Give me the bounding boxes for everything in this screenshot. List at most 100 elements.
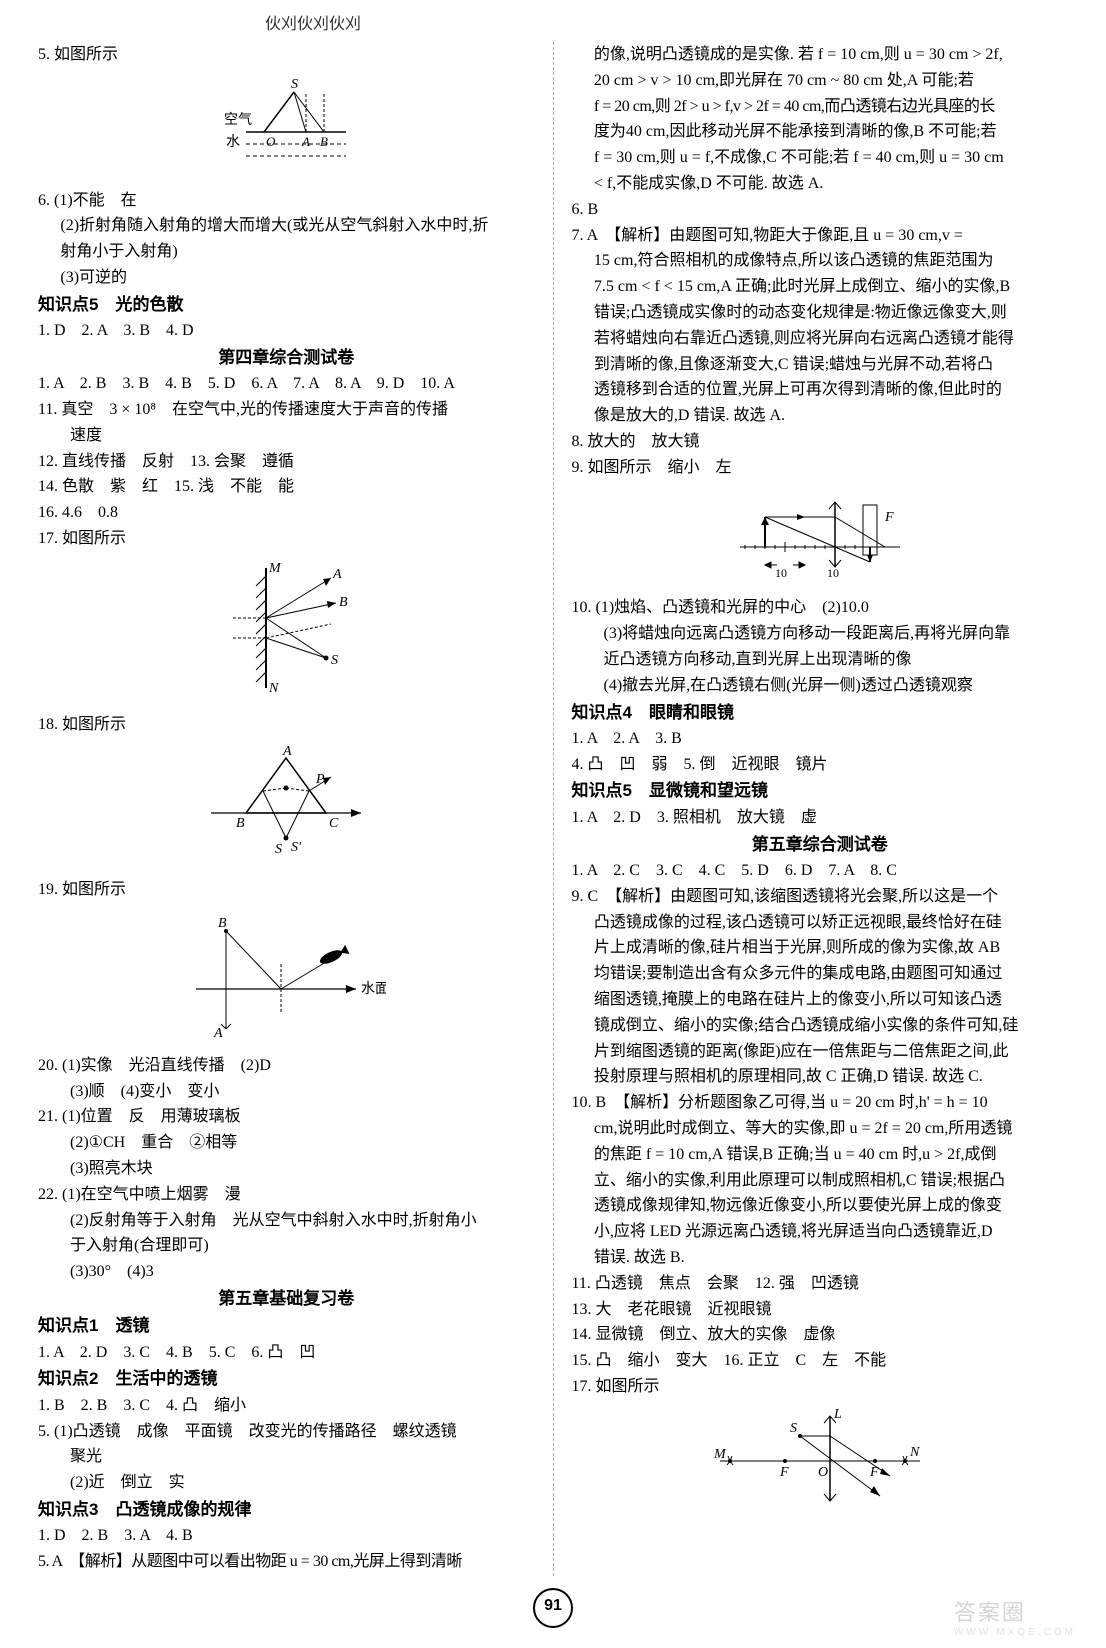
watermark: 答案圈 WWW.MXQE.COM (954, 1595, 1076, 1638)
text-line: 10. (1)烛焰、凸透镜和光屏的中心 (2)10.0 (572, 596, 1069, 621)
label-b: B (339, 595, 348, 610)
text-line: 7.5 cm < f < 15 cm,A 正确;此时光屏上成倒立、缩小的实像,B (572, 275, 1069, 300)
text-line: 射角小于入射角) (38, 240, 535, 265)
text-line: 9. 如图所示 缩小 左 (572, 456, 1069, 481)
text-line: 18. 如图所示 (38, 713, 535, 738)
text-line: 8. 放大的 放大镜 (572, 430, 1069, 455)
text-line: 镜成倒立、缩小的实像;结合凸透镜成缩小实像的条件可知,硅 (572, 1014, 1069, 1039)
section-heading: 知识点5 光的色散 (38, 292, 535, 318)
text-line: 11. 真空 3 × 10⁸ 在空气中,光的传播速度大于声音的传播 (38, 398, 535, 423)
text-line: 14. 显微镜 倒立、放大的实像 虚像 (572, 1323, 1069, 1348)
watermark-main: 答案圈 (954, 1595, 1076, 1627)
text-line: 小,应将 LED 光源远离凸透镜,将光屏适当向凸透镜靠近,D (572, 1220, 1069, 1245)
chapter-heading: 第五章综合测试卷 (572, 832, 1069, 858)
text-line: (3)将蜡烛向远离凸透镜方向移动一段距离后,再将光屏向靠 (572, 622, 1069, 647)
text-line: 1. A 2. B 3. B 4. B 5. D 6. A 7. A 8. A … (38, 372, 535, 397)
text-line: 1. A 2. D 3. 照相机 放大镜 虚 (572, 806, 1069, 831)
left-column: 5. 如图所示 S 空气 水 O A B (30, 42, 554, 1576)
text-line: 1. D 2. A 3. B 4. D (38, 319, 535, 344)
section-heading: 知识点4 眼睛和眼镜 (572, 700, 1069, 726)
page-number: 91 (30, 1588, 1076, 1628)
text-line: 15 cm,符合照相机的成像特点,所以该凸透镜的焦距范围为 (572, 249, 1069, 274)
text-line: 1. A 2. D 3. C 4. B 5. C 6. 凸 凹 (38, 1341, 535, 1366)
figure-fish-refraction: 水面 B A (38, 909, 535, 1048)
text-line: (3)可逆的 (38, 266, 535, 291)
right-column: 的像,说明凸透镜成的是实像. 若 f = 10 cm,则 u = 30 cm >… (554, 42, 1077, 1576)
text-line: 9. C 【解析】由题图可知,该缩图透镜将光会聚,所以这是一个 (572, 885, 1069, 910)
text-line: 14. 色散 紫 红 15. 浅 不能 能 (38, 475, 535, 500)
text-line: 15. 凸 缩小 变大 16. 正立 C 左 不能 (572, 1349, 1069, 1374)
figure-triangle-prism: A B C S S' P (38, 743, 535, 872)
text-line: 透镜移到合适的位置,光屏上可再次得到清晰的像,但此时的 (572, 378, 1069, 403)
label-a: A (282, 744, 292, 759)
label-a: A (332, 567, 342, 582)
text-line: 立、缩小的实像,利用此原理可以制成照相机,C 错误;根据凸 (572, 1169, 1069, 1194)
figure-refraction-air-water: S 空气 水 O A B (38, 74, 535, 183)
text-line: 片到缩图透镜的距离(像距)应在一倍焦距与二倍焦距之间,此 (572, 1040, 1069, 1065)
chapter-heading: 第五章基础复习卷 (38, 1286, 535, 1312)
text-line: 12. 直线传播 反射 13. 会聚 遵循 (38, 450, 535, 475)
text-line: 度为40 cm,因此移动光屏不能承接到清晰的像,B 不可能;若 (572, 120, 1069, 145)
label-m: M (713, 1447, 727, 1462)
text-line: (2)反射角等于入射角 光从空气中斜射入水中时,折射角小 (38, 1209, 535, 1234)
text-line: 速度 (38, 424, 535, 449)
text-line: 21. (1)位置 反 用薄玻璃板 (38, 1105, 535, 1130)
label-10b: 10 (827, 566, 839, 580)
text-line: cm,说明此时成倒立、等大的实像,即 u = 2f = 20 cm,所用透镜 (572, 1117, 1069, 1142)
text-line: 缩图透镜,掩膜上的电路在硅片上的像变小,所以可知该凸透 (572, 988, 1069, 1013)
section-heading: 知识点1 透镜 (38, 1313, 535, 1339)
text-line: f = 20 cm,则 2f > u > f,v > 2f = 40 cm,而凸… (572, 95, 1069, 120)
label-b: B (236, 816, 245, 831)
text-line: 20. (1)实像 光沿直线传播 (2)D (38, 1054, 535, 1079)
label-sprime: S' (291, 840, 302, 855)
text-line: 1. A 2. A 3. B (572, 727, 1069, 752)
text-line: (2)近 倒立 实 (38, 1471, 535, 1496)
label-n: N (268, 681, 279, 696)
text-line: 投射原理与照相机的原理相同,故 C 正确,D 错误. 故选 C. (572, 1065, 1069, 1090)
text-line: 聚光 (38, 1445, 535, 1470)
label-b: B (320, 134, 328, 149)
label-o: O (818, 1465, 828, 1480)
text-line: (3)顺 (4)变小 变小 (38, 1080, 535, 1105)
text-line: 10. B 【解析】分析题图象乙可得,当 u = 20 cm 时,h' = h … (572, 1091, 1069, 1116)
label-s: S (275, 842, 282, 857)
label-water-surface: 水面 (361, 981, 386, 997)
text-line: 6. (1)不能 在 (38, 189, 535, 214)
text-line: 若将蜡烛向右靠近凸透镜,则应将光屏向右远离凸透镜才能得 (572, 327, 1069, 352)
text-line: (2)①CH 重合 ②相等 (38, 1131, 535, 1156)
label-b: B (218, 916, 227, 931)
text-line: 近凸透镜方向移动,直到光屏上出现清晰的像 (572, 648, 1069, 673)
figure-lens-mn: L M N F F O S (572, 1406, 1069, 1515)
label-s: S (291, 77, 298, 92)
text-line: < f,不能成实像,D 不可能. 故选 A. (572, 172, 1069, 197)
text-line: 均错误;要制造出含有众多元件的集成电路,由题图可知通过 (572, 962, 1069, 987)
text-line: 片上成清晰的像,硅片相当于光屏,则所成的像为实像,故 AB (572, 936, 1069, 961)
text-line: (2)折射角随入射角的增大而增大(或光从空气斜射入水中时,折 (38, 214, 535, 239)
text-line: f = 30 cm,则 u = f,不成像,C 不可能;若 f = 40 cm,… (572, 146, 1069, 171)
label-f: F (884, 510, 894, 525)
page-number-value: 91 (533, 1588, 573, 1628)
text-line: 22. (1)在空气中喷上烟雾 漫 (38, 1183, 535, 1208)
text-line: 6. B (572, 198, 1069, 223)
text-line: 5. (1)凸透镜 成像 平面镜 改变光的传播路径 螺纹透镜 (38, 1420, 535, 1445)
two-column-layout: 5. 如图所示 S 空气 水 O A B (30, 42, 1076, 1576)
text-line: 像是放大的,D 错误. 故选 A. (572, 404, 1069, 429)
text-line: 1. A 2. C 3. C 4. C 5. D 6. D 7. A 8. C (572, 859, 1069, 884)
text-line: 17. 如图所示 (38, 527, 535, 552)
label-n: N (909, 1445, 920, 1460)
watermark-sub: WWW.MXQE.COM (954, 1627, 1076, 1638)
section-heading: 知识点5 显微镜和望远镜 (572, 778, 1069, 804)
label-o: O (266, 134, 276, 149)
label-10a: 10 (775, 566, 787, 580)
text-line: 5. 如图所示 (38, 43, 535, 68)
text-line: (3)30° (4)3 (38, 1260, 535, 1285)
text-line: 19. 如图所示 (38, 878, 535, 903)
figure-mirror-reflection: M N A B S (38, 558, 535, 707)
text-line: 透镜成像规律知,物远像近像变小,所以要使光屏上成的像变 (572, 1194, 1069, 1219)
text-line: 7. A 【解析】由题图可知,物距大于像距,且 u = 30 cm,v = (572, 224, 1069, 249)
label-m: M (268, 561, 282, 576)
label-air: 空气 (224, 112, 252, 128)
text-line: 到清晰的像,且像逐渐变大,C 错误;蜡烛与光屏不动,若将凸 (572, 353, 1069, 378)
text-line: (4)撤去光屏,在凸透镜右侧(光屏一侧)透过凸透镜观察 (572, 674, 1069, 699)
label-water: 水 (226, 134, 240, 150)
